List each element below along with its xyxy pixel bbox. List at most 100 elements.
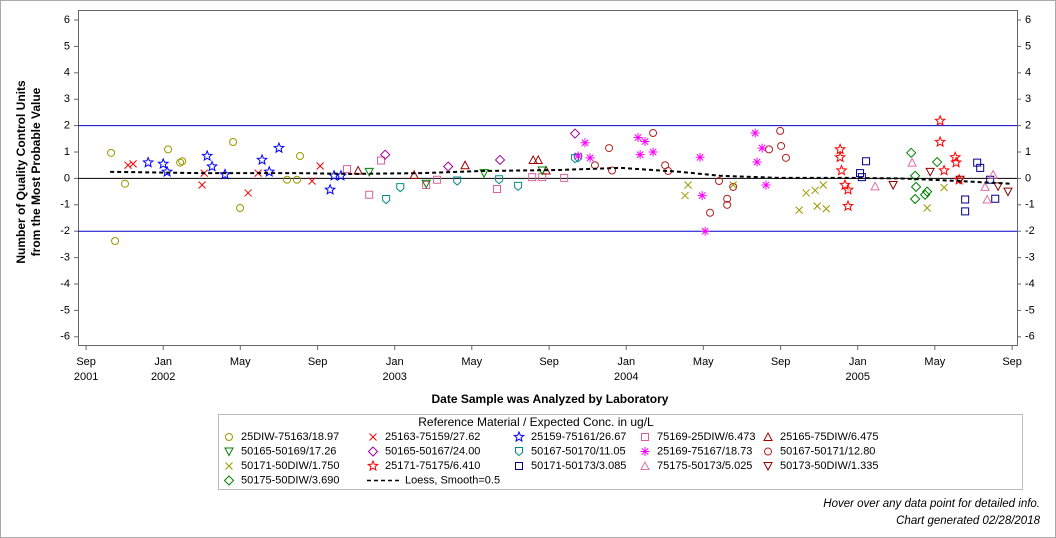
- data-point: [976, 163, 985, 172]
- data-point: [729, 181, 738, 189]
- data-point: [905, 147, 917, 159]
- data-point: [494, 154, 506, 166]
- data-point: [750, 128, 760, 138]
- y-tick-label: -6: [1025, 331, 1035, 343]
- data-point: [934, 114, 947, 127]
- data-point: [888, 181, 898, 191]
- legend-label: 75175-50173/5.025: [657, 460, 752, 472]
- data-point: [1003, 187, 1013, 197]
- x-tick-label: May: [924, 356, 945, 368]
- data-point: [681, 191, 689, 200]
- legend-label: 50167-50171/12.80: [780, 445, 875, 457]
- legend-label: 50171-50DIW/1.750: [241, 460, 339, 472]
- data-point: [178, 157, 187, 166]
- loess-line: [110, 166, 1011, 185]
- data-point: [980, 181, 990, 191]
- data-point: [835, 164, 848, 176]
- data-point: [700, 226, 710, 236]
- data-point: [422, 181, 431, 190]
- y-tick-label: -4: [60, 278, 70, 290]
- x-tick-label: Sep: [308, 356, 328, 368]
- data-point: [988, 169, 998, 179]
- y-tick-label: 6: [1025, 14, 1031, 26]
- legend-marker: [763, 462, 773, 472]
- legend-label: 25171-75175/6.410: [385, 460, 480, 472]
- legend-label: 25159-75161/26.67: [531, 431, 626, 443]
- data-point: [729, 182, 738, 191]
- footnote: Hover over any data point for detailed i…: [823, 498, 1040, 510]
- data-point: [421, 179, 432, 189]
- data-point: [244, 189, 253, 197]
- data-point: [206, 160, 219, 172]
- data-point: [757, 143, 767, 153]
- data-point: [272, 141, 285, 154]
- legend-label: 25165-75DIW/6.475: [780, 431, 878, 443]
- y-tick-label: 3: [1025, 93, 1031, 105]
- y-tick-label: 1: [64, 146, 70, 158]
- data-point: [781, 153, 790, 162]
- data-point: [409, 169, 419, 179]
- data-point: [283, 175, 292, 184]
- y-tick-label: -5: [1025, 304, 1035, 316]
- data-point: [380, 149, 391, 160]
- x-tick-label: Jan 2004: [614, 356, 638, 383]
- data-point: [229, 137, 238, 146]
- legend-label: 25DIW-75163/18.97: [241, 431, 339, 443]
- data-point: [649, 129, 658, 138]
- legend-title: Reference Material / Expected Conc. in u…: [418, 415, 654, 429]
- data-point: [129, 160, 137, 168]
- data-point: [533, 154, 544, 164]
- legend-marker: [369, 433, 377, 441]
- data-point: [433, 175, 442, 184]
- y-tick-label: -5: [60, 304, 70, 316]
- legend-label: 50167-50170/11.05: [531, 445, 626, 457]
- legend-marker: [763, 431, 773, 441]
- data-point: [293, 175, 302, 184]
- data-point: [982, 194, 992, 204]
- data-point: [697, 191, 707, 201]
- x-tick-label: Sep: [539, 356, 559, 368]
- data-point: [776, 126, 785, 135]
- data-point: [925, 167, 936, 177]
- data-point: [841, 183, 855, 195]
- data-point: [343, 165, 352, 174]
- data-point: [802, 189, 810, 197]
- data-point: [795, 206, 804, 214]
- x-tick-label: Sep: [1002, 356, 1022, 368]
- x-tick-label: May: [693, 356, 714, 368]
- data-point: [648, 147, 658, 157]
- data-point: [161, 165, 174, 177]
- legend-label: 25169-75167/18.73: [657, 445, 752, 457]
- data-point: [752, 157, 762, 167]
- data-point: [263, 165, 276, 177]
- y-tick-label: -3: [60, 252, 70, 264]
- data-point: [640, 136, 650, 146]
- y-axis-title: Number of Quality Control Units: [14, 80, 28, 264]
- data-point: [236, 203, 245, 212]
- data-point: [308, 177, 316, 185]
- data-point: [218, 168, 232, 180]
- data-point: [910, 181, 922, 193]
- data-point: [923, 204, 932, 212]
- data-point: [157, 157, 170, 170]
- data-point: [834, 150, 847, 163]
- legend-label: 50165-50169/17.26: [241, 445, 336, 457]
- data-point: [442, 161, 454, 172]
- data-point: [777, 141, 786, 150]
- y-tick-label: 3: [64, 93, 70, 105]
- legend-frame: [218, 414, 1023, 490]
- data-point: [495, 175, 504, 185]
- y-tick-label: 4: [64, 67, 70, 79]
- data-point: [919, 189, 931, 200]
- data-point: [695, 152, 705, 162]
- data-point: [364, 167, 375, 177]
- y-tick-label: 1: [1025, 146, 1031, 158]
- data-point: [590, 161, 599, 170]
- legend-marker: [763, 447, 773, 456]
- y-tick-label: 0: [1025, 172, 1031, 184]
- data-point: [909, 170, 921, 181]
- data-point: [822, 204, 831, 213]
- legend-marker: [641, 433, 649, 441]
- data-point: [111, 236, 120, 245]
